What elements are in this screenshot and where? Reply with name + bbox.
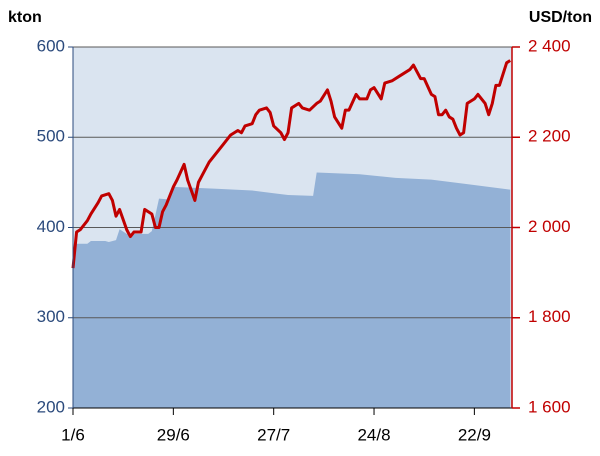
y-axis-title: kton <box>8 9 42 26</box>
x-tick-label: 1/6 <box>61 425 85 444</box>
y-tick-label: 500 <box>37 127 65 146</box>
line <box>71 59 512 269</box>
x-tick-label: 29/6 <box>157 425 190 444</box>
y2-tick-label: 2 000 <box>528 217 571 236</box>
y-tick-label: 600 <box>37 36 65 55</box>
y-tick-label: 400 <box>37 217 65 236</box>
y2-tick-label: 2 400 <box>528 36 571 55</box>
x-tick-label: 27/7 <box>257 425 290 444</box>
y2-axis-title: USD/ton <box>529 9 592 26</box>
area-layer <box>73 172 511 408</box>
area <box>73 172 511 408</box>
x-tick-label: 22/9 <box>458 425 491 444</box>
y-tick-label: 300 <box>37 307 65 326</box>
line-layer <box>71 59 512 269</box>
axes-layer: 200 300 400 500 600 1 600 1 800 2 000 2 200 2 400… <box>37 36 571 444</box>
y2-tick-label: 1 600 <box>528 397 571 416</box>
y-tick-label: 200 <box>37 397 65 416</box>
y2-tick-label: 2 200 <box>528 127 571 146</box>
y2-tick-label: 1 800 <box>528 307 571 326</box>
x-tick-label: 24/8 <box>357 425 390 444</box>
